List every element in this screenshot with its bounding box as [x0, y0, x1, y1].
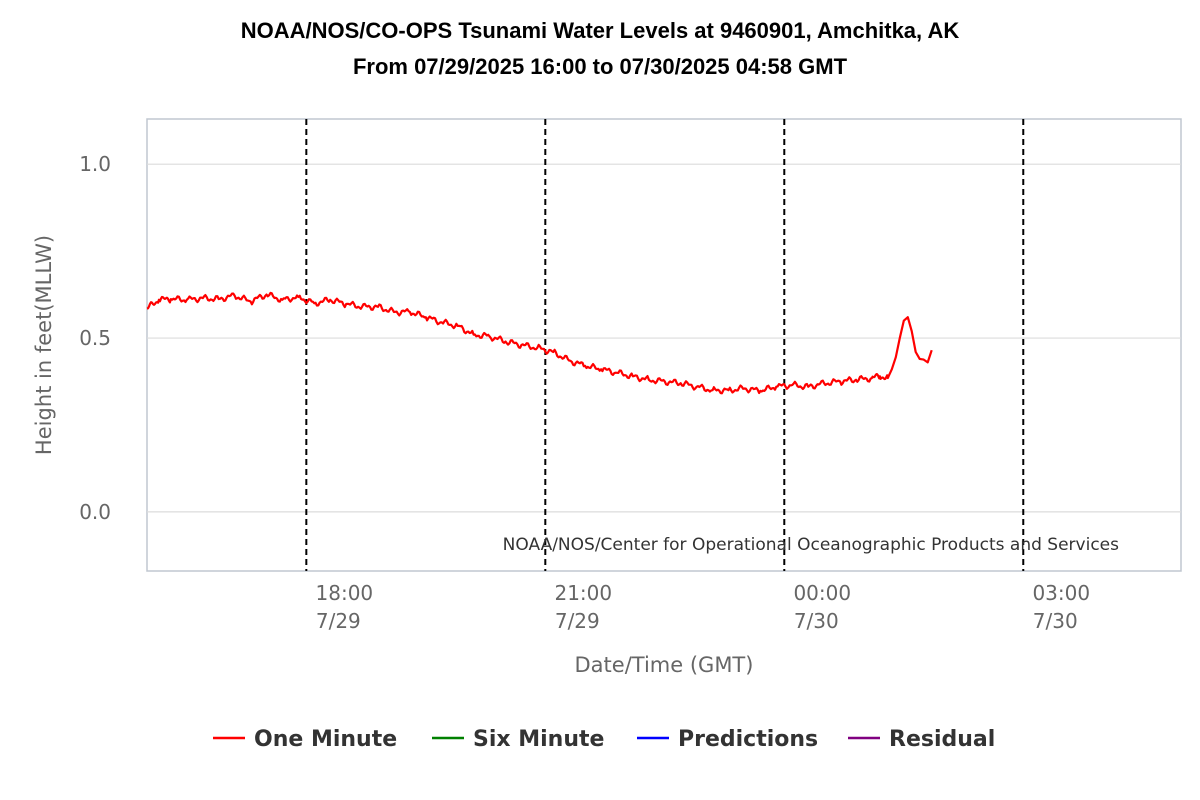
x-tick-date-label: 7/30: [794, 609, 839, 633]
y-tick-label: 0.0: [79, 500, 111, 524]
x-tick-time-label: 18:00: [316, 581, 374, 605]
chart-credit: NOAA/NOS/Center for Operational Oceanogr…: [503, 535, 1119, 555]
legend-item-label[interactable]: Residual: [889, 727, 995, 752]
legend-item-label[interactable]: One Minute: [254, 727, 397, 752]
x-axis-title: Date/Time (GMT): [575, 653, 754, 677]
series-layer: [146, 291, 933, 395]
series-line-one-minute: [146, 291, 933, 395]
x-tick-time-label: 21:00: [554, 581, 612, 605]
x-axis-ticks: 18:00 7/29 21:00 7/29 00:00 7/30 03:00 7/30: [316, 581, 1091, 633]
y-axis-ticks: 0.0 0.5 1.0: [79, 152, 111, 524]
legend-item-label[interactable]: Predictions: [678, 727, 818, 752]
x-tick-date-label: 7/29: [316, 609, 361, 633]
plot-area: [146, 118, 1182, 572]
y-axis-title: Height in feet(MLLW): [32, 235, 56, 455]
y-tick-label: 0.5: [79, 326, 111, 350]
chart-legend: One Minute Six Minute Predictions Residual: [213, 727, 995, 752]
x-tick-time-label: 00:00: [793, 581, 851, 605]
legend-item-label[interactable]: Six Minute: [473, 727, 604, 752]
x-tick-date-label: 7/29: [555, 609, 600, 633]
x-tick-time-label: 03:00: [1032, 581, 1090, 605]
gridlines: [147, 119, 1181, 571]
x-tick-date-label: 7/30: [1033, 609, 1078, 633]
y-tick-label: 1.0: [79, 152, 111, 176]
chart-subtitle: From 07/29/2025 16:00 to 07/30/2025 04:5…: [353, 54, 848, 79]
chart-title: NOAA/NOS/CO-OPS Tsunami Water Levels at …: [241, 18, 960, 43]
